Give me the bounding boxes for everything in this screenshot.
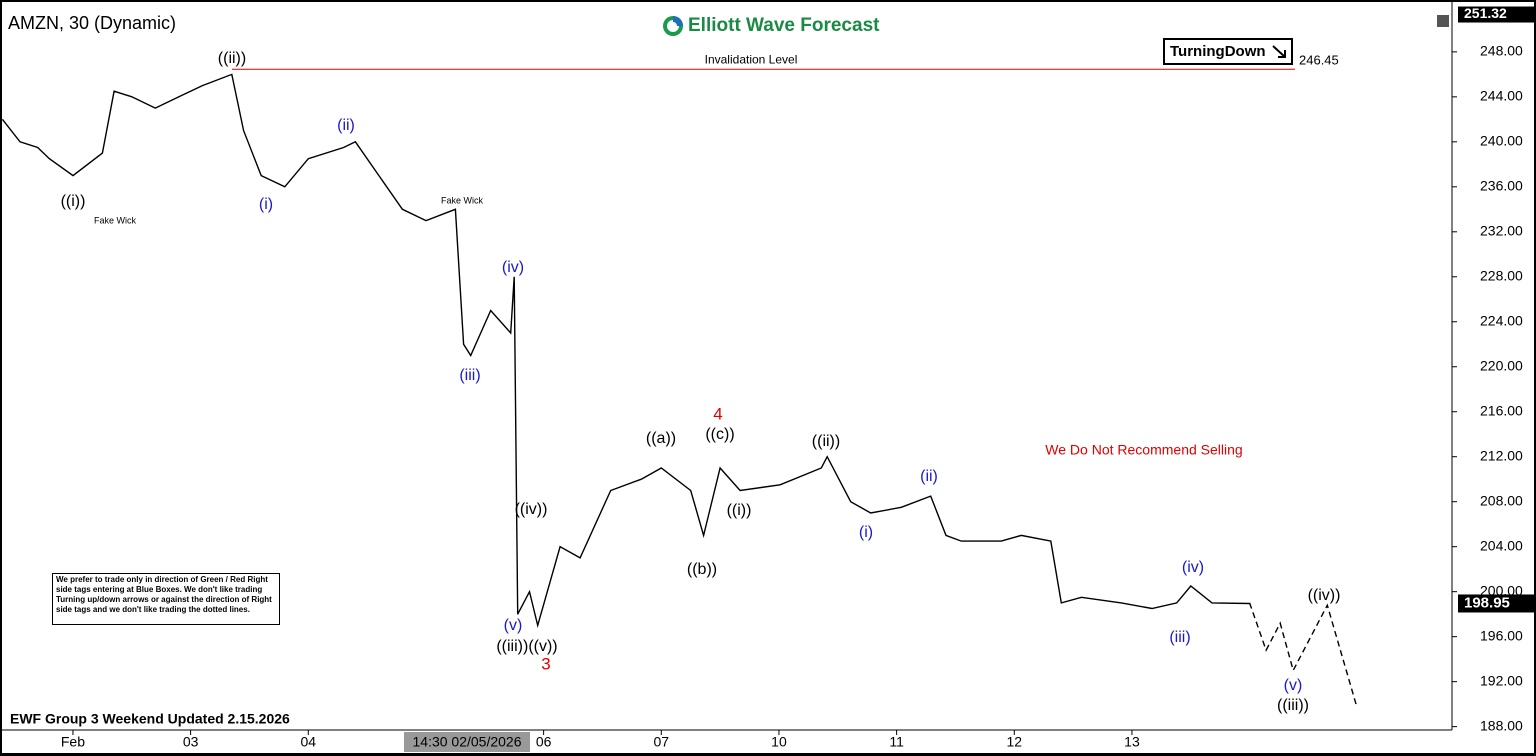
wave-label: 3 [541, 654, 550, 673]
wave-label: ((i)) [61, 193, 86, 210]
price-line [1, 73, 1250, 629]
y-tick-label: 220.00 [1480, 357, 1523, 373]
invalidation-label: Invalidation Level [705, 52, 798, 66]
wave-label: (v) [1284, 677, 1303, 694]
y-tick-label: 200.00 [1480, 582, 1523, 598]
x-tick-label: 07 [653, 734, 669, 750]
x-tick-label: 06 [536, 734, 552, 750]
chart-title: AMZN, 30 (Dynamic) [8, 13, 176, 33]
note-box: We prefer to trade only in direction of … [52, 573, 280, 625]
wave-label: (iv) [1182, 559, 1204, 576]
x-tick-label: 04 [300, 734, 316, 750]
high-price-box [1458, 6, 1536, 23]
crosshair-label-box [404, 732, 530, 752]
y-tick-label: 244.00 [1480, 88, 1523, 104]
wave-label: ((i)) [727, 502, 752, 519]
down-arrow [1272, 45, 1286, 58]
high-price-label: 251.32 [1464, 5, 1507, 21]
wave-label: (ii) [920, 468, 938, 485]
wave-label: ((c)) [705, 426, 734, 443]
wave-label: (ii) [337, 117, 355, 134]
wave-label: ((a)) [646, 430, 676, 447]
wave-label: ((iii))((v)) [496, 638, 557, 655]
wave-label: ((ii)) [812, 433, 840, 450]
wave-label: (i) [259, 196, 273, 213]
wave-label: 4 [713, 404, 722, 423]
wave-label: (v) [504, 617, 523, 634]
y-tick-label: 248.00 [1480, 43, 1523, 59]
y-tick-label: 188.00 [1480, 717, 1523, 733]
logo-icon [663, 16, 683, 36]
y-tick-label: 240.00 [1480, 133, 1523, 149]
y-tick-label: 208.00 [1480, 492, 1523, 508]
wave-label: (iii) [1169, 629, 1190, 646]
x-tick-label: Feb [61, 734, 85, 750]
y-tick-label: 232.00 [1480, 223, 1523, 239]
x-tick-label: 13 [1124, 734, 1140, 750]
invalidation-value: 246.45 [1299, 53, 1339, 68]
footer: EWF Group 3 Weekend Updated 2.15.2026 [10, 711, 290, 727]
wave-label: ((b)) [687, 561, 717, 578]
turning-tag: TurningDown [1170, 43, 1266, 60]
x-tick-label: 12 [1006, 734, 1022, 750]
wave-label: ((iii)) [1277, 697, 1309, 714]
y-tick-label: 204.00 [1480, 537, 1523, 553]
last-price-box [1458, 594, 1536, 613]
y-tick-label: 216.00 [1480, 402, 1523, 418]
wave-label: Fake Wick [94, 215, 137, 225]
y-tick-label: 212.00 [1480, 447, 1523, 463]
x-tick-label: 11 [889, 734, 904, 750]
x-tick-label: 10 [771, 734, 787, 750]
tag-box [1163, 38, 1293, 65]
wave-label: (i) [859, 524, 873, 541]
wave-label: (iv) [502, 259, 524, 276]
wave-label: (iii) [459, 367, 480, 384]
projection-line [1248, 602, 1358, 707]
brand: Elliott Wave Forecast [688, 15, 880, 36]
wave-label: ((iv)) [515, 501, 548, 518]
y-tick-label: 196.00 [1480, 627, 1523, 643]
y-tick-label: 224.00 [1480, 312, 1523, 328]
wave-label: ((iv)) [1308, 587, 1341, 604]
y-tick-label: 192.00 [1480, 672, 1523, 688]
warning: We Do Not Recommend Selling [1045, 442, 1242, 458]
last-price-label: 198.95 [1464, 594, 1510, 611]
y-tick-label: 228.00 [1480, 267, 1523, 283]
wave-label: ((ii)) [218, 50, 246, 67]
y-tick-label: 236.00 [1480, 178, 1523, 194]
wave-label: Fake Wick [441, 195, 484, 205]
window-icon [1437, 15, 1449, 27]
x-tick-label: 03 [183, 734, 199, 750]
crosshair-label: 14:30 02/05/2026 [413, 734, 522, 750]
